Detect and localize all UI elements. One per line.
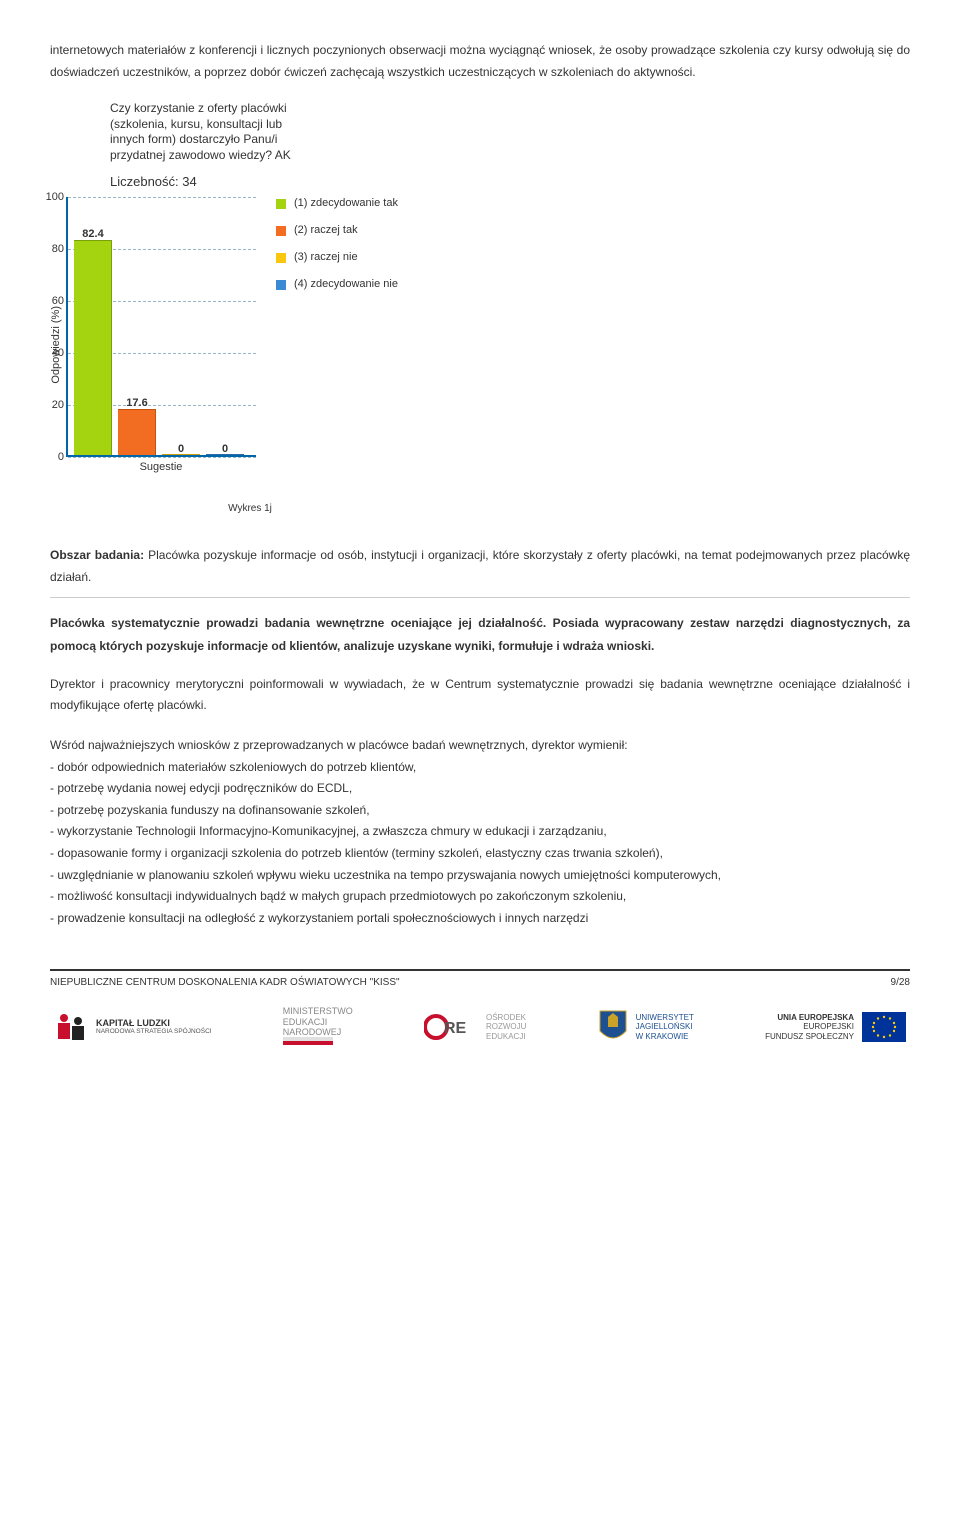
legend-item: (1) zdecydowanie tak (276, 197, 398, 210)
legend-item: (3) raczej nie (276, 251, 398, 264)
section-header: Obszar badania: Placówka pozyskuje infor… (50, 544, 910, 590)
logos-row: KAPITAŁ LUDZKI NARODOWA STRATEGIA SPÓJNO… (50, 1006, 910, 1047)
logo-text: UNIA EUROPEJSKA (765, 1013, 854, 1022)
intro-paragraph: internetowych materiałów z konferencji i… (50, 40, 910, 83)
chart-plot: 02040608010082.417.600 Sugestie (66, 197, 256, 473)
ytick-label: 80 (36, 243, 64, 255)
eu-flag-icon (862, 1012, 906, 1042)
logo-text: OŚRODEK (486, 1013, 526, 1022)
chart-caption: Wykres 1j (190, 503, 310, 514)
flag-stripe-icon (283, 1037, 333, 1045)
chart-count: Liczebność: 34 (110, 174, 910, 189)
ytick-label: 40 (36, 347, 64, 359)
footer-page: 9/28 (891, 977, 910, 988)
logo-eu: UNIA EUROPEJSKA EUROPEJSKI FUNDUSZ SPOŁE… (765, 1012, 906, 1042)
paragraph-a: Dyrektor i pracownicy merytoryczni poinf… (50, 674, 910, 717)
bar-value-label: 0 (205, 443, 245, 455)
gridline (68, 457, 256, 458)
logo-text: NARODOWEJ (283, 1027, 353, 1037)
logo-text: NARODOWA STRATEGIA SPÓJNOŚCI (96, 1028, 212, 1035)
legend-swatch (276, 226, 286, 236)
chart-bar (74, 240, 112, 454)
section-rest: Placówka pozyskuje informacje od osób, i… (50, 548, 910, 585)
legend-text: (3) raczej nie (294, 251, 358, 264)
ore-icon: RE (424, 1009, 478, 1045)
logo-text: FUNDUSZ SPOŁECZNY (765, 1032, 854, 1041)
findings-intro: Wśród najważniejszych wniosków z przepro… (50, 735, 910, 757)
legend-swatch (276, 280, 286, 290)
logo-text: EDUKACJI (486, 1032, 526, 1041)
kapital-icon (54, 1010, 88, 1044)
legend-swatch (276, 253, 286, 263)
legend-text: (4) zdecydowanie nie (294, 278, 398, 291)
chart-title-line: przydatnej zawodowo wiedzy? AK (110, 148, 340, 164)
bar-value-label: 17.6 (117, 397, 157, 409)
finding-line: - potrzebę wydania nowej edycji podręczn… (50, 778, 910, 800)
finding-line: - wykorzystanie Technologii Informacyjno… (50, 821, 910, 843)
logo-text: KAPITAŁ LUDZKI (96, 1018, 212, 1028)
legend-text: (2) raczej tak (294, 224, 358, 237)
logo-ministerstwo: MINISTERSTWO EDUKACJI NARODOWEJ (283, 1006, 353, 1047)
page-footer: NIEPUBLICZNE CENTRUM DOSKONALENIA KADR O… (50, 969, 910, 988)
bar-value-label: 82.4 (73, 228, 113, 240)
xaxis-label: Sugestie (66, 461, 256, 473)
section-label: Obszar badania: (50, 548, 144, 562)
footer-left: NIEPUBLICZNE CENTRUM DOSKONALENIA KADR O… (50, 977, 400, 988)
legend-item: (2) raczej tak (276, 224, 398, 237)
finding-line: - uwzględnianie w planowaniu szkoleń wpł… (50, 865, 910, 887)
logo-text: UNIWERSYTET (636, 1013, 694, 1022)
gridline (68, 197, 256, 198)
logo-uj: UNIWERSYTET JAGIELLOŃSKI W KRAKOWIE (598, 1009, 694, 1045)
logo-ore: RE OŚRODEK ROZWOJU EDUKACJI (424, 1009, 526, 1045)
chart-title-line: Czy korzystanie z oferty placówki (110, 101, 340, 117)
chart-title: Czy korzystanie z oferty placówki(szkole… (110, 101, 340, 163)
legend-text: (1) zdecydowanie tak (294, 197, 398, 210)
chart-legend: (1) zdecydowanie tak (2) raczej tak (3) ra… (276, 197, 398, 306)
legend-swatch (276, 199, 286, 209)
logo-text: W KRAKOWIE (636, 1032, 694, 1041)
svg-text:RE: RE (444, 1020, 467, 1037)
ytick-label: 20 (36, 399, 64, 411)
legend-item: (4) zdecydowanie nie (276, 278, 398, 291)
finding-line: - dobór odpowiednich materiałów szkoleni… (50, 757, 910, 779)
bold-summary: Placówka systematycznie prowadzi badania… (50, 612, 910, 658)
logo-text: ROZWOJU (486, 1022, 526, 1031)
finding-line: - możliwość konsultacji indywidualnych b… (50, 886, 910, 908)
chart-bar (118, 409, 156, 455)
ytick-label: 0 (36, 451, 64, 463)
finding-line: - prowadzenie konsultacji na odległość z… (50, 908, 910, 930)
section-divider (50, 597, 910, 598)
chart-1j: Czy korzystanie z oferty placówki(szkole… (50, 101, 910, 513)
logo-text: MINISTERSTWO (283, 1006, 353, 1016)
uj-shield-icon (598, 1009, 628, 1045)
chart-title-line: innych form) dostarczyło Panu/i (110, 132, 340, 148)
logo-text: JAGIELLOŃSKI (636, 1022, 694, 1031)
logo-text: EUROPEJSKI (765, 1022, 854, 1031)
chart-title-line: (szkolenia, kursu, konsultacji lub (110, 117, 340, 133)
finding-line: - dopasowanie formy i organizacji szkole… (50, 843, 910, 865)
ytick-label: 60 (36, 295, 64, 307)
bar-value-label: 0 (161, 443, 201, 455)
logo-kapital-ludzki: KAPITAŁ LUDZKI NARODOWA STRATEGIA SPÓJNO… (54, 1010, 212, 1044)
ytick-label: 100 (36, 191, 64, 203)
logo-text: EDUKACJI (283, 1017, 353, 1027)
finding-line: - potrzebę pozyskania funduszy na dofina… (50, 800, 910, 822)
findings-block: Wśród najważniejszych wniosków z przepro… (50, 735, 910, 929)
